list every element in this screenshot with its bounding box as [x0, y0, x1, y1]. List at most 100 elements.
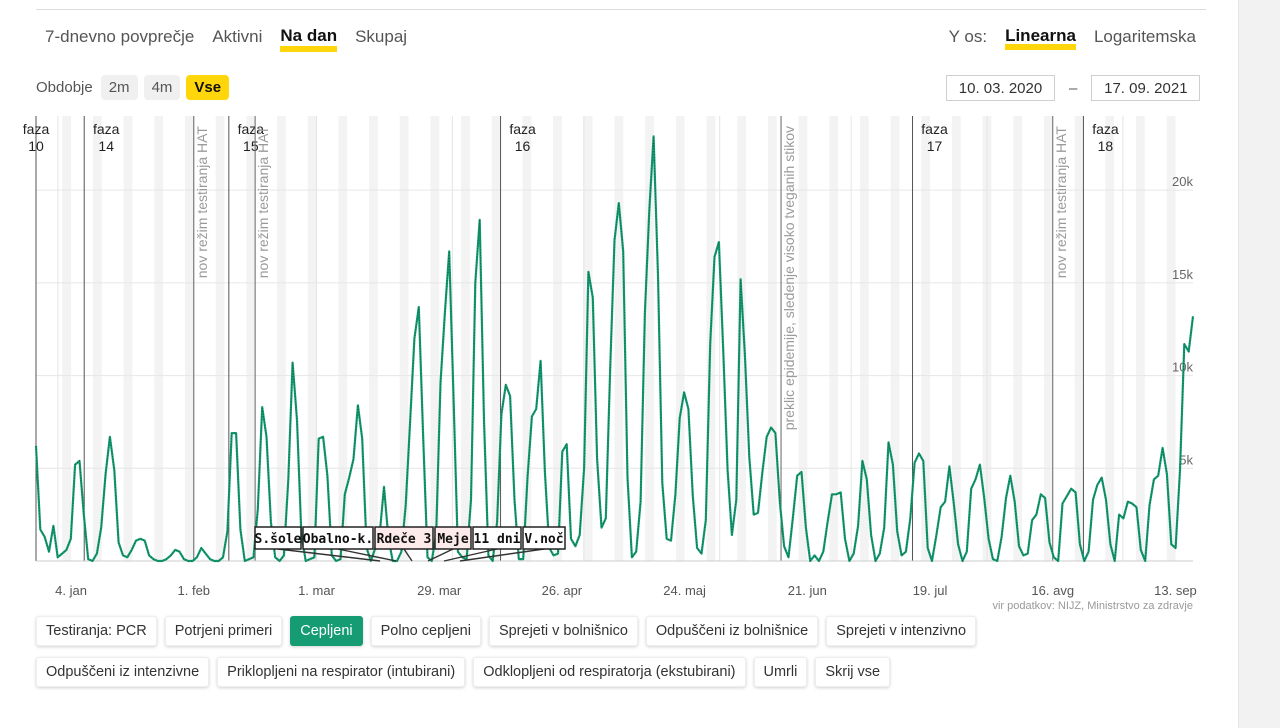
chart-mode-tabs: 7-dnevno povprečje Aktivni Na dan Skupaj	[45, 27, 407, 52]
vaccinated-series-points	[35, 136, 1194, 563]
weekend-band	[62, 116, 72, 561]
weekend-band	[246, 116, 256, 561]
period-selector: Obdobje 2m 4m Vse	[36, 75, 230, 100]
phase-number: 14	[98, 138, 114, 154]
weekend-band	[307, 116, 317, 561]
y-axis-linear-option[interactable]: Linearna	[1005, 27, 1076, 50]
date-from-input[interactable]: 10. 03. 2020	[946, 75, 1055, 101]
tab-per-day[interactable]: Na dan	[280, 27, 338, 52]
event-label-connector	[459, 548, 545, 562]
event-label-text: V.noč	[524, 532, 563, 547]
event-label-connector	[337, 548, 397, 562]
event-label-box	[472, 526, 522, 550]
event-marker-label: nov režim testiranja HAT	[1053, 126, 1069, 279]
x-tick-label: 16. avg	[1031, 583, 1074, 598]
filter-fully-vaccinated-button[interactable]: Polno cepljeni	[370, 616, 481, 646]
phase-number: 16	[515, 138, 531, 154]
phase-number: 18	[1098, 138, 1114, 154]
phase-number: 17	[927, 138, 943, 154]
period-all-button[interactable]: Vse	[186, 75, 230, 100]
series-filter-buttons: Testiranja: PCR Potrjeni primeri Cepljen…	[36, 616, 1146, 687]
filter-hospital-admitted-button[interactable]: Sprejeti v bolnišnico	[488, 616, 638, 646]
x-tick-label: 1. mar	[298, 583, 336, 598]
weekend-band	[1105, 116, 1115, 561]
y-tick-label: 20k	[1172, 174, 1193, 189]
weekend-band	[338, 116, 348, 561]
weekend-band	[399, 116, 409, 561]
tab-active[interactable]: Aktivni	[212, 27, 263, 46]
filter-testing-pcr-button[interactable]: Testiranja: PCR	[36, 616, 157, 646]
event-label-connector	[403, 548, 413, 562]
date-to-input[interactable]: 17. 09. 2021	[1091, 75, 1201, 101]
weekend-band	[215, 116, 225, 561]
phase-label: faza	[509, 121, 536, 137]
filter-hide-all-button[interactable]: Skrij vse	[815, 657, 891, 687]
x-tick-label: 1. feb	[178, 583, 211, 598]
event-label-box	[254, 526, 302, 550]
phase-label: faza	[921, 121, 948, 137]
phase-label: faza	[1092, 121, 1119, 137]
filter-intubated-button[interactable]: Priklopljeni na respirator (intubirani)	[217, 657, 466, 687]
weekend-band	[123, 116, 133, 561]
filter-vaccinated-button[interactable]: Cepljeni	[290, 616, 363, 646]
filter-hospital-discharged-button[interactable]: Odpuščeni iz bolnišnice	[645, 616, 819, 646]
weekend-band	[829, 116, 839, 561]
phase-label: faza	[23, 121, 50, 137]
x-tick-label: 21. jun	[788, 583, 827, 598]
weekend-band	[522, 116, 532, 561]
weekend-band	[614, 116, 624, 561]
event-label-box	[302, 526, 374, 550]
y-tick-label: 15k	[1172, 267, 1193, 282]
weekend-band	[1166, 116, 1176, 561]
weekend-band	[154, 116, 164, 561]
y-axis-log-option[interactable]: Logaritemska	[1093, 27, 1196, 46]
top-divider	[36, 9, 1206, 10]
vaccinated-per-day-chart: 5k10k15k20kfaza10faza14faza15faza16faza1…	[23, 116, 1197, 612]
event-label-box	[522, 526, 566, 550]
y-axis-label: Y os:	[948, 27, 988, 46]
event-marker-label: preklic epidemije, sledenje visoko tvega…	[781, 126, 797, 430]
event-marker-label: nov režim testiranja HAT	[255, 126, 271, 279]
weekend-band	[859, 116, 869, 561]
date-range: 10. 03. 2020 – 17. 09. 2021	[946, 75, 1201, 101]
date-range-dash: –	[1069, 79, 1078, 97]
filter-deceased-button[interactable]: Umrli	[753, 657, 808, 687]
phase-label: faza	[93, 121, 120, 137]
weekend-band	[1074, 116, 1084, 561]
event-label-text: Obalno-k.	[303, 532, 373, 547]
event-label-box	[374, 526, 434, 550]
weekend-band	[1136, 116, 1145, 561]
x-tick-label: 29. mar	[417, 583, 462, 598]
event-label-box	[434, 526, 472, 550]
event-label-connector	[277, 548, 381, 562]
event-label-text: Rdeče 3	[377, 532, 432, 547]
event-label-connector	[443, 548, 498, 562]
phase-number: 10	[28, 138, 44, 154]
filter-icu-admitted-button[interactable]: Sprejeti v intenzivno	[826, 616, 977, 646]
phase-label: faza	[238, 121, 265, 137]
period-label: Obdobje	[36, 79, 93, 96]
filter-icu-discharged-button[interactable]: Odpuščeni iz intenzivne	[36, 657, 210, 687]
data-source-label: vir podatkov: NIJZ, Ministrstvo za zdrav…	[992, 600, 1193, 612]
weekend-band	[675, 116, 685, 561]
weekend-band	[951, 116, 961, 561]
event-label-connector	[427, 548, 454, 562]
weekend-band	[369, 116, 378, 561]
weekend-band	[583, 116, 593, 561]
weekend-band	[553, 116, 562, 561]
filter-extubated-button[interactable]: Odklopljeni od respiratorja (ekstubirani…	[473, 657, 746, 687]
weekend-band	[185, 116, 194, 561]
tab-7day-average[interactable]: 7-dnevno povprečje	[45, 27, 195, 46]
weekend-band	[645, 116, 654, 561]
period-4m-button[interactable]: 4m	[143, 75, 181, 100]
x-tick-label: 4. jan	[55, 583, 87, 598]
weekend-band	[277, 116, 286, 561]
filter-confirmed-cases-button[interactable]: Potrjeni primeri	[164, 616, 283, 646]
weekend-band	[461, 116, 470, 561]
y-axis-scale-switch: Y os: Linearna Logaritemska	[949, 27, 1196, 50]
weekend-band	[890, 116, 900, 561]
period-2m-button[interactable]: 2m	[100, 75, 138, 100]
tab-total[interactable]: Skupaj	[355, 27, 408, 46]
event-label-text: S.šole	[255, 532, 302, 547]
weekend-band	[491, 116, 501, 561]
